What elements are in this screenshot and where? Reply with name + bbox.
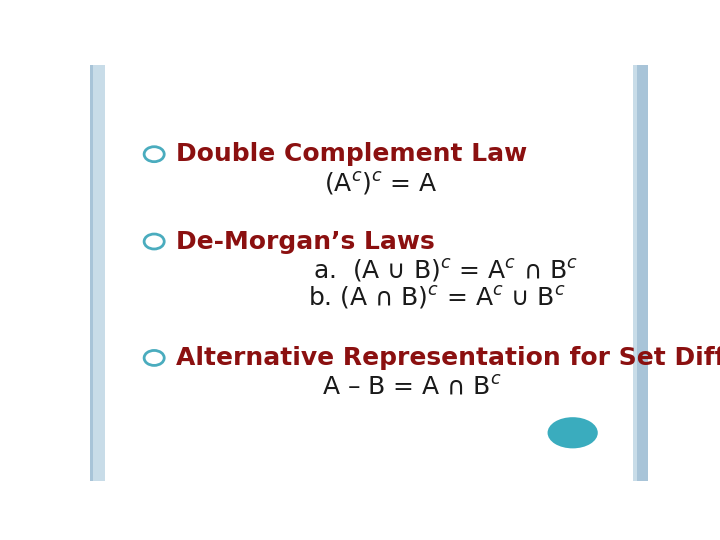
Text: De-Morgan’s Laws: De-Morgan’s Laws bbox=[176, 230, 435, 253]
Text: (A$^c$)$^c$ = A: (A$^c$)$^c$ = A bbox=[324, 170, 438, 197]
Ellipse shape bbox=[547, 417, 598, 448]
Bar bbox=[637, 65, 648, 481]
Bar bbox=[90, 65, 94, 481]
Text: a.  (A ∪ B)$^c$ = A$^c$ ∩ B$^c$: a. (A ∪ B)$^c$ = A$^c$ ∩ B$^c$ bbox=[313, 257, 578, 284]
Text: Alternative Representation for Set Difference: Alternative Representation for Set Diffe… bbox=[176, 346, 720, 370]
Text: Double Complement Law: Double Complement Law bbox=[176, 142, 528, 166]
Circle shape bbox=[144, 234, 164, 249]
Circle shape bbox=[144, 147, 164, 161]
Text: A – B = A ∩ B$^c$: A – B = A ∩ B$^c$ bbox=[322, 375, 501, 399]
Bar bbox=[634, 65, 636, 481]
Bar bbox=[94, 65, 104, 481]
Text: b. (A ∩ B)$^c$ = A$^c$ ∪ B$^c$: b. (A ∩ B)$^c$ = A$^c$ ∪ B$^c$ bbox=[307, 284, 565, 311]
Circle shape bbox=[144, 350, 164, 366]
